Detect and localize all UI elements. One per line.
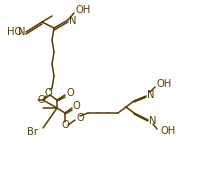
Text: O: O [37,95,45,105]
Text: O: O [61,120,68,130]
Text: O: O [77,113,84,123]
Text: OH: OH [156,79,171,89]
Text: HO: HO [7,27,22,37]
Text: N: N [18,27,26,37]
Text: O: O [73,101,80,111]
Text: OH: OH [160,126,175,136]
Text: OH: OH [76,5,91,15]
Text: Br: Br [27,127,38,137]
Text: N: N [148,116,156,126]
Text: N: N [69,16,76,26]
Text: O: O [67,88,74,98]
Text: N: N [146,90,154,100]
Text: O: O [44,88,52,98]
